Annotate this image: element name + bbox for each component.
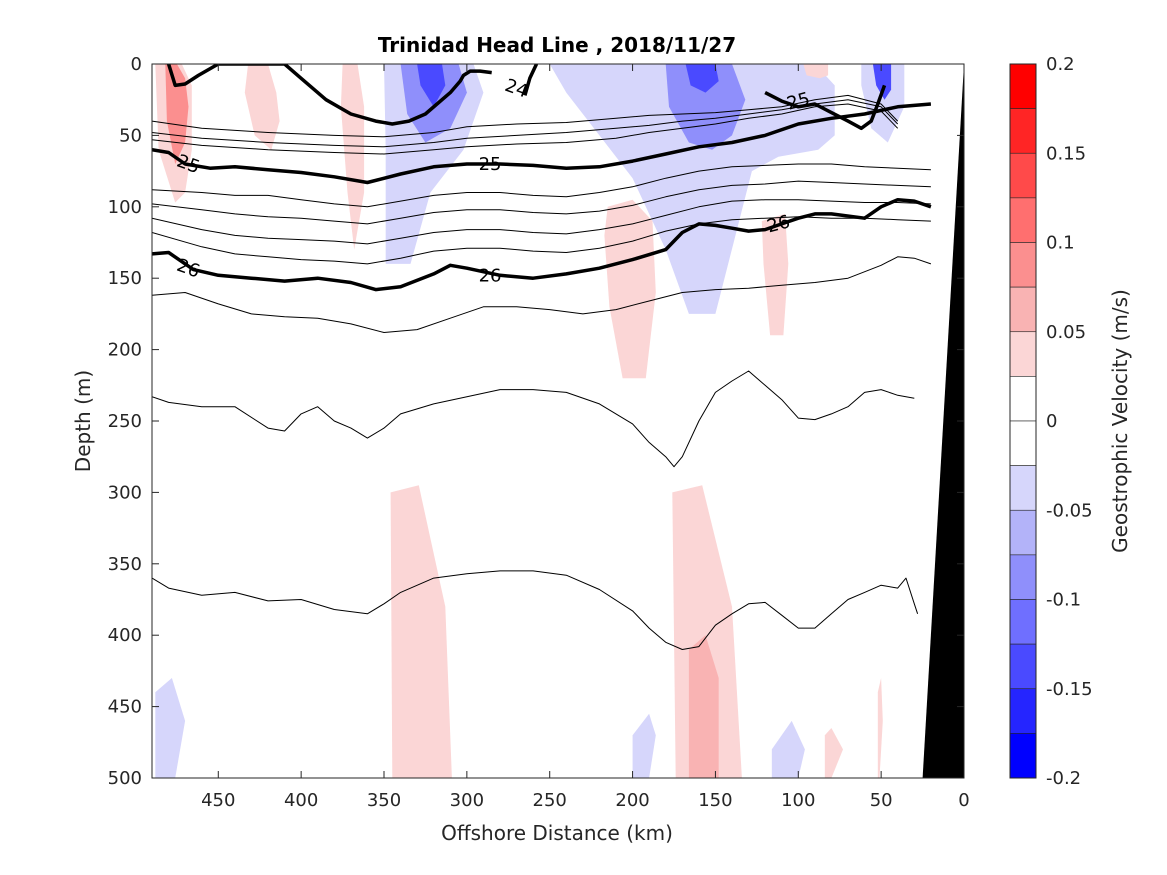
density-contour-line-14 [152,570,919,650]
colorbar-swatch-9 [1009,465,1037,511]
velocity-patch-22 [877,678,883,778]
y-tick-label: 150 [108,268,142,289]
colorbar-tick-label: -0.05 [1046,500,1093,521]
x-tick-label: 250 [533,790,567,811]
chart-title: Trinidad Head Line , 2018/11/27 [378,33,736,57]
x-axis-ticks: 450 400 350 300 250 200 150 100 50 0 [201,64,970,811]
colorbar: 0.2 0.15 0.1 0.05 0 -0.05 -0.1 -0.15 -0.2 [1009,54,1093,789]
colorbar-swatch-10 [1009,509,1037,556]
colorbar-tick-label: -0.15 [1046,679,1093,700]
density-contour-layer [152,64,932,650]
density-contour-26-line [152,197,932,292]
y-tick-label: 0 [131,54,142,75]
colorbar-swatch-14 [1009,688,1037,734]
colorbar-tick-label: 0.15 [1046,143,1086,164]
colorbar-label: Geostrophic Velocity (m/s) [1108,289,1132,553]
colorbar-tick-label: 0.1 [1046,233,1075,254]
x-tick-label: 350 [367,790,401,811]
bathymetry-layer [922,64,964,778]
velocity-patch-9 [685,64,719,93]
colorbar-frame [1009,63,1037,779]
contour-label-5: 26 [479,265,502,286]
x-tick-label: 50 [870,790,893,811]
y-axis-ticks: 0 50 100 150 200 250 300 350 400 450 500 [108,54,964,789]
colorbar-tick-label: -0.1 [1046,590,1081,611]
velocity-patch-21 [824,728,843,778]
velocity-patch-15 [390,485,452,778]
colorbar-swatch-11 [1009,554,1037,600]
colorbar-swatch-8 [1009,420,1037,466]
density-contour-line-12 [152,256,932,333]
colorbar-swatch-6 [1009,331,1037,377]
velocity-patch-2 [244,64,280,150]
density-contour-line-5 [152,94,899,138]
x-axis-label: Offshore Distance (km) [441,821,673,845]
velocity-patch-6 [417,64,446,107]
velocity-patch-7 [549,64,835,314]
x-tick-label: 300 [450,790,484,811]
velocity-patch-1 [165,64,189,164]
velocity-patch-11 [872,64,892,100]
colorbar-swatch-7 [1009,376,1037,422]
bathymetry-shelf [922,64,964,778]
velocity-patch-14 [803,64,829,79]
colorbar-swatch-4 [1009,242,1037,288]
colorbar-swatch-3 [1009,197,1037,243]
x-tick-label: 0 [958,790,969,811]
velocity-patch-13 [761,213,789,336]
y-axis-label: Depth (m) [71,370,95,472]
plot-background [152,64,964,778]
colorbar-swatch-15 [1009,733,1037,779]
density-contour-line-6 [152,99,899,148]
velocity-fill-layer [155,64,905,778]
colorbar-swatch-2 [1009,152,1037,199]
x-tick-label: 450 [201,790,235,811]
y-tick-label: 500 [108,768,142,789]
colorbar-swatch-0 [1009,63,1037,109]
y-tick-label: 450 [108,697,142,718]
velocity-patch-20 [771,720,805,778]
y-tick-label: 250 [108,411,142,432]
density-contour-line-8 [152,163,931,208]
velocity-patch-10 [861,64,905,143]
colorbar-tick-label: 0.05 [1046,322,1086,343]
y-tick-label: 300 [108,482,142,503]
y-tick-label: 50 [119,125,142,146]
velocity-patch-19 [632,713,656,778]
colorbar-tick-label: 0.2 [1046,54,1075,75]
contour-label-3: 25 [479,154,502,175]
density-contour-line-11 [152,216,931,265]
y-tick-label: 400 [108,625,142,646]
density-contour-line-9 [152,180,931,225]
density-contour-24-line [523,64,539,96]
x-tick-label: 200 [615,790,649,811]
colorbar-swatch-12 [1009,599,1037,645]
density-contour-24-line [166,64,492,126]
colorbar-swatch-5 [1009,286,1037,333]
density-contour-line-13 [152,370,915,468]
colorbar-swatch-13 [1009,643,1037,690]
density-contour-line-10 [152,199,931,245]
x-tick-label: 100 [781,790,815,811]
x-tick-label: 400 [284,790,318,811]
velocity-patch-17 [688,635,719,778]
velocity-patch-18 [155,678,186,778]
y-tick-label: 200 [108,340,142,361]
y-tick-label: 100 [108,197,142,218]
density-contour-25-line [152,102,932,185]
density-contour-line-7 [152,103,899,155]
colorbar-swatch-1 [1009,108,1037,154]
x-tick-label: 150 [698,790,732,811]
colorbar-tick-label: -0.2 [1046,768,1081,789]
colorbar-tick-label: 0 [1046,411,1057,432]
y-tick-label: 350 [108,554,142,575]
